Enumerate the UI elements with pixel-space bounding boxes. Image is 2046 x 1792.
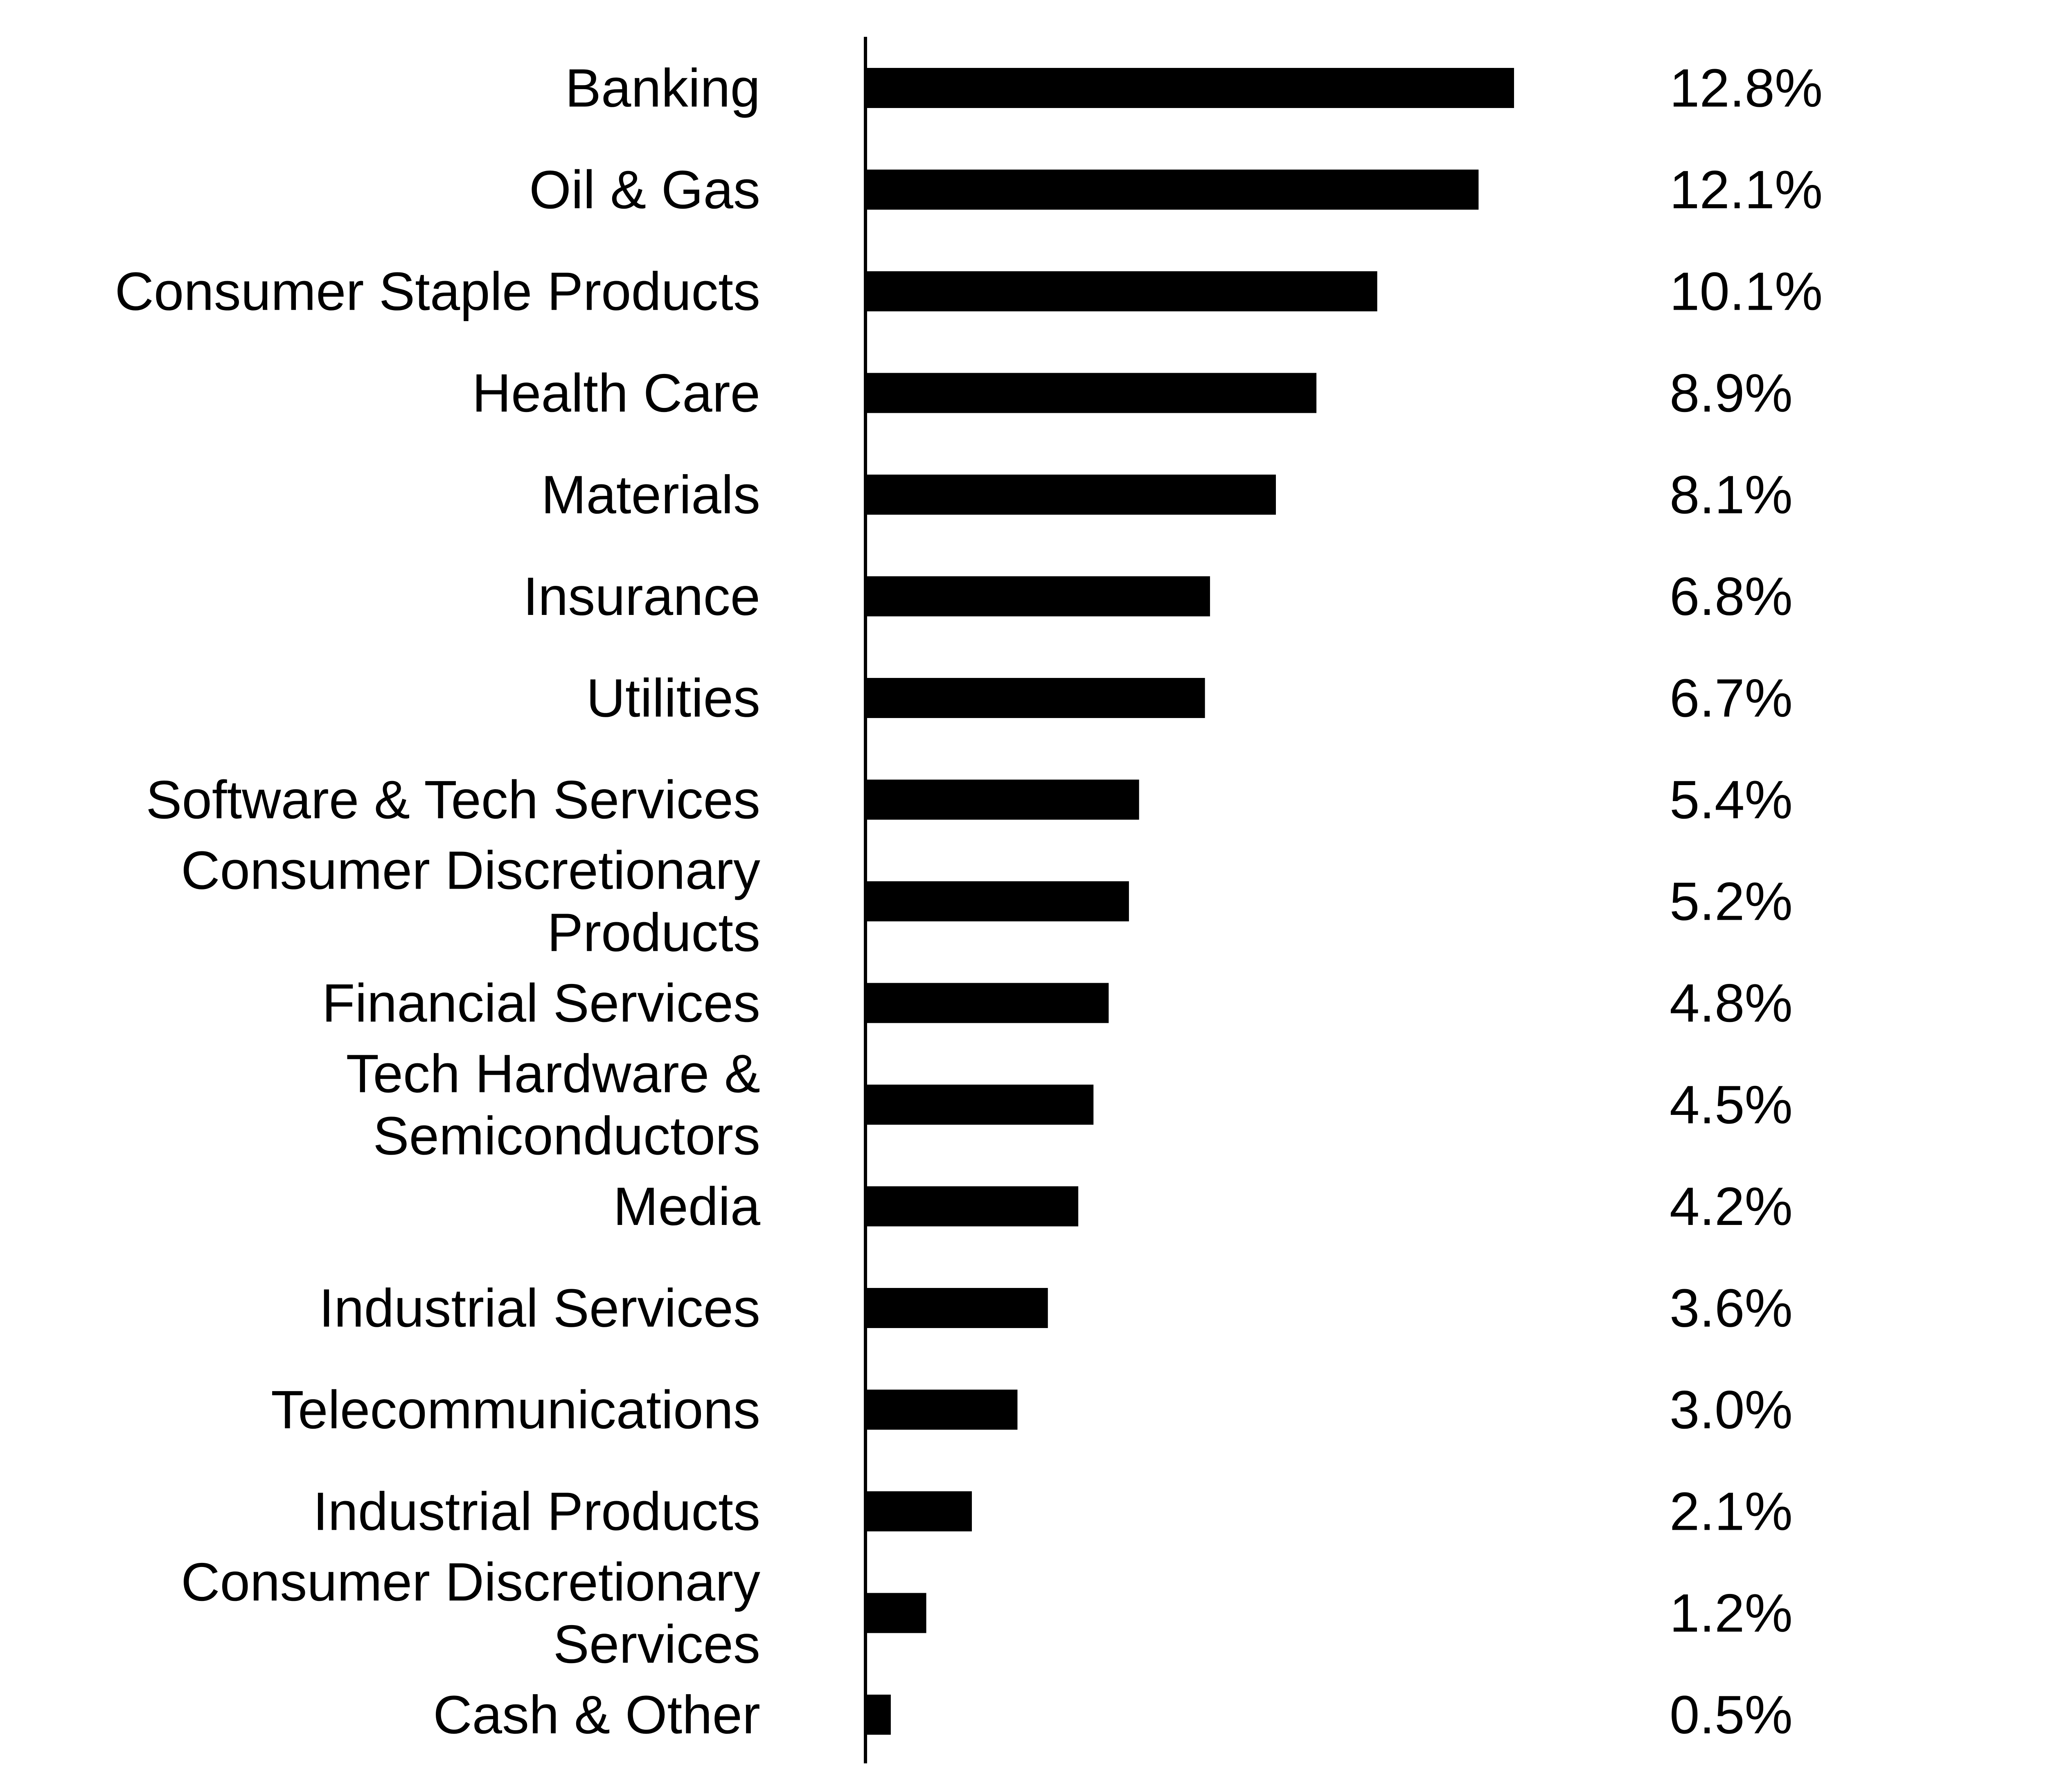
bar-12 xyxy=(865,1288,1048,1328)
bar-0 xyxy=(865,68,1514,108)
category-label-15-line-1: Services xyxy=(553,1614,760,1674)
bar-5 xyxy=(865,576,1210,617)
category-label-6: Utilities xyxy=(586,668,760,728)
value-label-2: 10.1% xyxy=(1670,261,1823,322)
value-label-15: 1.2% xyxy=(1670,1583,1793,1643)
category-label-14: Industrial Products xyxy=(313,1481,760,1542)
category-label-3: Health Care xyxy=(472,363,760,423)
bar-11 xyxy=(865,1186,1079,1227)
value-label-3: 8.9% xyxy=(1670,363,1793,423)
bar-1 xyxy=(865,169,1479,210)
category-label-8-line-1: Products xyxy=(547,903,760,963)
bar-10 xyxy=(865,1085,1094,1125)
category-label-13: Telecommunications xyxy=(271,1380,760,1440)
bar-8 xyxy=(865,881,1129,921)
value-label-5: 6.8% xyxy=(1670,566,1793,626)
bar-9 xyxy=(865,983,1109,1023)
bar-14 xyxy=(865,1491,972,1531)
bar-16 xyxy=(865,1695,891,1735)
category-label-11: Media xyxy=(613,1176,760,1236)
category-label-12: Industrial Services xyxy=(319,1278,760,1338)
value-label-12: 3.6% xyxy=(1670,1278,1793,1338)
category-label-2: Consumer Staple Products xyxy=(115,261,760,322)
value-label-11: 4.2% xyxy=(1670,1176,1793,1236)
bar-7 xyxy=(865,779,1139,820)
bar-13 xyxy=(865,1389,1018,1430)
category-label-4: Materials xyxy=(541,465,760,525)
category-label-7: Software & Tech Services xyxy=(146,770,760,830)
bar-6 xyxy=(865,678,1205,718)
bar-2 xyxy=(865,271,1377,311)
value-label-13: 3.0% xyxy=(1670,1380,1793,1440)
category-label-9: Financial Services xyxy=(322,973,760,1033)
value-label-14: 2.1% xyxy=(1670,1481,1793,1542)
category-label-15-line-0: Consumer Discretionary xyxy=(181,1552,760,1612)
category-label-1: Oil & Gas xyxy=(529,160,760,220)
value-label-1: 12.1% xyxy=(1670,160,1823,220)
category-label-16: Cash & Other xyxy=(433,1685,760,1745)
value-label-7: 5.4% xyxy=(1670,770,1793,830)
value-label-6: 6.7% xyxy=(1670,668,1793,728)
bar-15 xyxy=(865,1593,926,1633)
value-label-10: 4.5% xyxy=(1670,1075,1793,1135)
value-label-4: 8.1% xyxy=(1670,465,1793,525)
value-label-8: 5.2% xyxy=(1670,871,1793,932)
bar-4 xyxy=(865,475,1276,515)
value-label-16: 0.5% xyxy=(1670,1685,1793,1745)
category-label-5: Insurance xyxy=(523,566,760,626)
category-label-8-line-0: Consumer Discretionary xyxy=(181,840,760,901)
category-label-10-line-0: Tech Hardware & xyxy=(346,1044,760,1104)
category-label-10-line-1: Semiconductors xyxy=(373,1106,760,1166)
value-label-9: 4.8% xyxy=(1670,973,1793,1033)
category-label-0: Banking xyxy=(565,58,760,118)
value-label-0: 12.8% xyxy=(1670,58,1823,118)
bar-3 xyxy=(865,373,1317,413)
